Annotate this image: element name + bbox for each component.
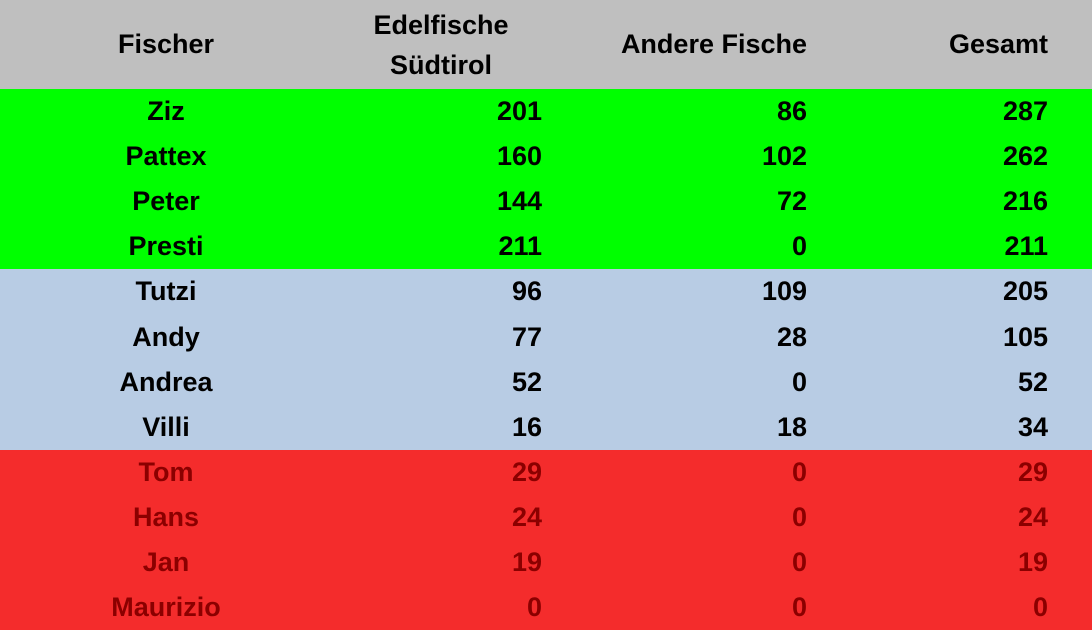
cell-gesamt: 105 xyxy=(1002,321,1048,352)
header-edelfische-line2: Südtirol xyxy=(390,49,492,80)
cell-fischer: Andrea xyxy=(119,366,213,397)
table-row: Peter 144 72 216 xyxy=(0,179,1092,225)
table-row: Andy 77 28 105 xyxy=(0,314,1092,360)
cell-edelfische: 211 xyxy=(498,231,542,262)
cell-edelfische: 77 xyxy=(511,321,542,352)
cell-gesamt: 34 xyxy=(1017,411,1048,442)
table-row: Pattex 160 102 262 xyxy=(0,134,1092,180)
cell-fischer: Pattex xyxy=(125,141,207,172)
cell-fischer: Tutzi xyxy=(135,276,197,307)
cell-gesamt: 24 xyxy=(1017,501,1048,532)
table-row: Presti 211 0 211 xyxy=(0,224,1092,270)
cell-andere-fische: 102 xyxy=(761,141,807,172)
cell-fischer: Peter xyxy=(132,186,200,217)
header-edelfische-line1: Edelfische xyxy=(373,9,509,40)
cell-andere-fische: 109 xyxy=(761,276,807,307)
header-fischer: Fischer xyxy=(117,29,215,59)
cell-edelfische: 160 xyxy=(496,141,542,172)
table-row: Tutzi 96 109 205 xyxy=(0,269,1092,315)
cell-edelfische: 201 xyxy=(496,96,542,127)
cell-andere-fische: 0 xyxy=(791,366,807,397)
cell-gesamt: 205 xyxy=(1002,276,1048,307)
cell-fischer: Villi xyxy=(142,411,190,442)
cell-gesamt: 19 xyxy=(1017,546,1048,577)
cell-andere-fische: 72 xyxy=(776,186,807,217)
table-row: Ziz 201 86 287 xyxy=(0,89,1092,135)
table-row: Andrea 52 0 52 xyxy=(0,359,1092,405)
cell-edelfische: 24 xyxy=(511,501,542,532)
cell-edelfische: 29 xyxy=(511,456,542,487)
table-body: Ziz 201 86 287 Pattex 160 102 262 Peter 144 72 216 P… xyxy=(0,89,1092,630)
cell-fischer: Hans xyxy=(132,501,200,532)
header-gesamt: Gesamt xyxy=(948,29,1048,59)
cell-andere-fische: 0 xyxy=(791,592,807,623)
cell-gesamt: 52 xyxy=(1017,366,1048,397)
cell-andere-fische: 0 xyxy=(791,501,807,532)
cell-edelfische: 144 xyxy=(496,186,542,217)
cell-andere-fische: 0 xyxy=(791,546,807,577)
cell-gesamt: 216 xyxy=(1002,186,1048,217)
table-row: Jan 19 0 19 xyxy=(0,539,1092,586)
cell-edelfische: 0 xyxy=(526,592,542,623)
cell-edelfische: 16 xyxy=(511,411,542,442)
cell-andere-fische: 0 xyxy=(791,456,807,487)
table-row: Maurizio 0 0 0 xyxy=(0,585,1092,630)
cell-edelfische: 96 xyxy=(511,276,542,307)
header-andere-fische: Andere Fische xyxy=(620,29,807,59)
cell-andere-fische: 18 xyxy=(776,411,807,442)
cell-andere-fische: 86 xyxy=(776,96,807,127)
table-row: Villi 16 18 34 xyxy=(0,404,1092,450)
cell-gesamt: 287 xyxy=(1002,96,1048,127)
cell-fischer: Jan xyxy=(142,546,190,577)
cell-fischer: Tom xyxy=(138,456,194,487)
table-header: Fischer Edelfische Südtirol Andere Fisch… xyxy=(0,0,1092,89)
cell-andere-fische: 28 xyxy=(776,321,807,352)
table-row: Hans 24 0 24 xyxy=(0,494,1092,540)
cell-fischer: Maurizio xyxy=(111,592,221,623)
header-edelfische: Edelfische Südtirol xyxy=(332,0,550,89)
cell-gesamt: 211 xyxy=(1004,231,1048,262)
cell-edelfische: 19 xyxy=(511,546,542,577)
cell-fischer: Andy xyxy=(132,321,200,352)
cell-gesamt: 0 xyxy=(1032,592,1048,623)
cell-gesamt: 262 xyxy=(1002,141,1048,172)
cell-andere-fische: 0 xyxy=(791,231,807,262)
table-row: Tom 29 0 29 xyxy=(0,449,1092,495)
cell-edelfische: 52 xyxy=(511,366,542,397)
cell-fischer: Presti xyxy=(128,231,204,262)
cell-fischer: Ziz xyxy=(147,96,185,127)
cell-gesamt: 29 xyxy=(1017,456,1048,487)
